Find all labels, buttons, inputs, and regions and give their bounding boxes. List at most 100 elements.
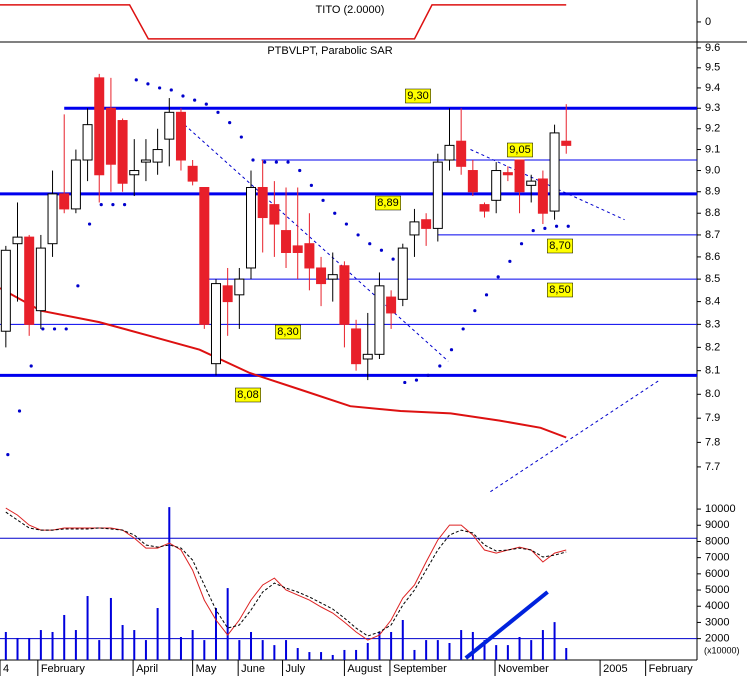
volume-bar [506, 645, 509, 660]
volume-bar [261, 640, 264, 660]
volume-bar [471, 631, 474, 660]
sar-dot [99, 203, 103, 207]
candle-body [105, 107, 116, 165]
sar-dot [87, 222, 92, 226]
level-label-box [375, 195, 401, 211]
candle-body [292, 245, 303, 253]
volume-bar [518, 637, 521, 660]
y-tick-label: 8.6 [705, 251, 720, 263]
level-label: 8,50 [549, 284, 570, 296]
level-label-box [547, 282, 573, 298]
volume-bar [51, 631, 54, 660]
volume-bar [366, 642, 369, 660]
sar-dot [158, 86, 162, 90]
x-tick-label: April [136, 663, 158, 675]
y-tick-label: 9.6 [705, 42, 720, 54]
volume-bar [308, 652, 311, 660]
y-tick-label: 9.1 [705, 143, 720, 155]
candle-body [327, 274, 338, 280]
candle-body [339, 265, 350, 325]
sar-dot [41, 327, 45, 331]
y-tick-label: 0 [705, 16, 711, 28]
level-label-box [405, 88, 431, 104]
candle-body [70, 159, 81, 210]
candle-body [0, 249, 11, 332]
volume-bar [214, 608, 217, 660]
candle-body [234, 278, 245, 296]
candle-body [421, 219, 432, 229]
sar-dot [6, 453, 10, 457]
sar-dot [379, 248, 384, 252]
volume-bar [168, 507, 171, 660]
y-tick-label: 9.4 [705, 82, 720, 94]
y-tick-label: 7000 [705, 552, 729, 564]
y-tick-label: 9000 [705, 519, 729, 531]
x-tick-label: May [196, 663, 217, 675]
volume-bar [425, 640, 428, 660]
sar-dot [438, 364, 442, 368]
trend-line [490, 379, 660, 493]
volume-bar [401, 620, 404, 660]
level-label: 8,30 [277, 326, 298, 338]
candle-body [351, 328, 362, 365]
candle-body [526, 180, 537, 186]
volume-bar [226, 588, 229, 660]
trend-line [184, 124, 449, 362]
y-tick-label: 8.1 [705, 365, 720, 377]
sar-dot [531, 228, 535, 233]
sar-dot [29, 364, 33, 368]
candle-body [94, 77, 105, 176]
y-tick-label: 8000 [705, 535, 729, 547]
sar-dot [181, 94, 185, 98]
y-tick-label: 8.2 [705, 341, 720, 353]
sar-dot [368, 242, 372, 246]
candle-body [117, 120, 128, 184]
y-tick-label: 9.2 [705, 123, 720, 135]
volume-bar [541, 630, 544, 660]
x-tick-label: July [286, 663, 306, 675]
sar-dot [391, 257, 395, 261]
candle-body [222, 285, 233, 303]
volume-bar [191, 630, 194, 660]
sar-dot [344, 222, 349, 226]
candle-body [187, 165, 198, 182]
candle-body [47, 193, 58, 245]
volume-bar [390, 631, 393, 660]
candle-body [152, 149, 163, 163]
volume-bar [86, 596, 89, 660]
volume-bar [179, 637, 182, 660]
volume-bar [144, 640, 147, 660]
sar-dot [239, 135, 243, 139]
trend-line [464, 590, 549, 660]
sar-dot [414, 378, 419, 382]
sar-dot [111, 203, 115, 207]
volume-bar [74, 630, 77, 660]
candle-body [316, 267, 327, 285]
volume-bar [448, 642, 451, 660]
candle-body [491, 170, 502, 201]
volume-bar [203, 640, 206, 660]
volume-bar [331, 654, 334, 660]
level-label: 9,05 [509, 144, 530, 156]
volume-bar [378, 631, 381, 660]
sar-dot [543, 226, 547, 230]
candle-body [514, 159, 525, 193]
volume-bar [28, 637, 31, 660]
candle-body [140, 159, 151, 163]
volume-bar [98, 640, 101, 660]
sar-dot [496, 275, 500, 279]
sar-dot [274, 160, 278, 164]
sar-dot [484, 293, 489, 297]
sar-dot [251, 158, 255, 162]
level-label-box [507, 142, 533, 158]
sar-dot [216, 110, 220, 114]
volume-bar [273, 645, 276, 660]
oscillator-line [5, 507, 567, 641]
sar-dot [52, 327, 57, 331]
volume-bar [250, 631, 253, 660]
y-tick-label: 9.0 [705, 164, 720, 176]
volume-bar [530, 640, 533, 660]
y-tick-label: 8.0 [705, 388, 720, 400]
volume-bar [565, 648, 568, 660]
